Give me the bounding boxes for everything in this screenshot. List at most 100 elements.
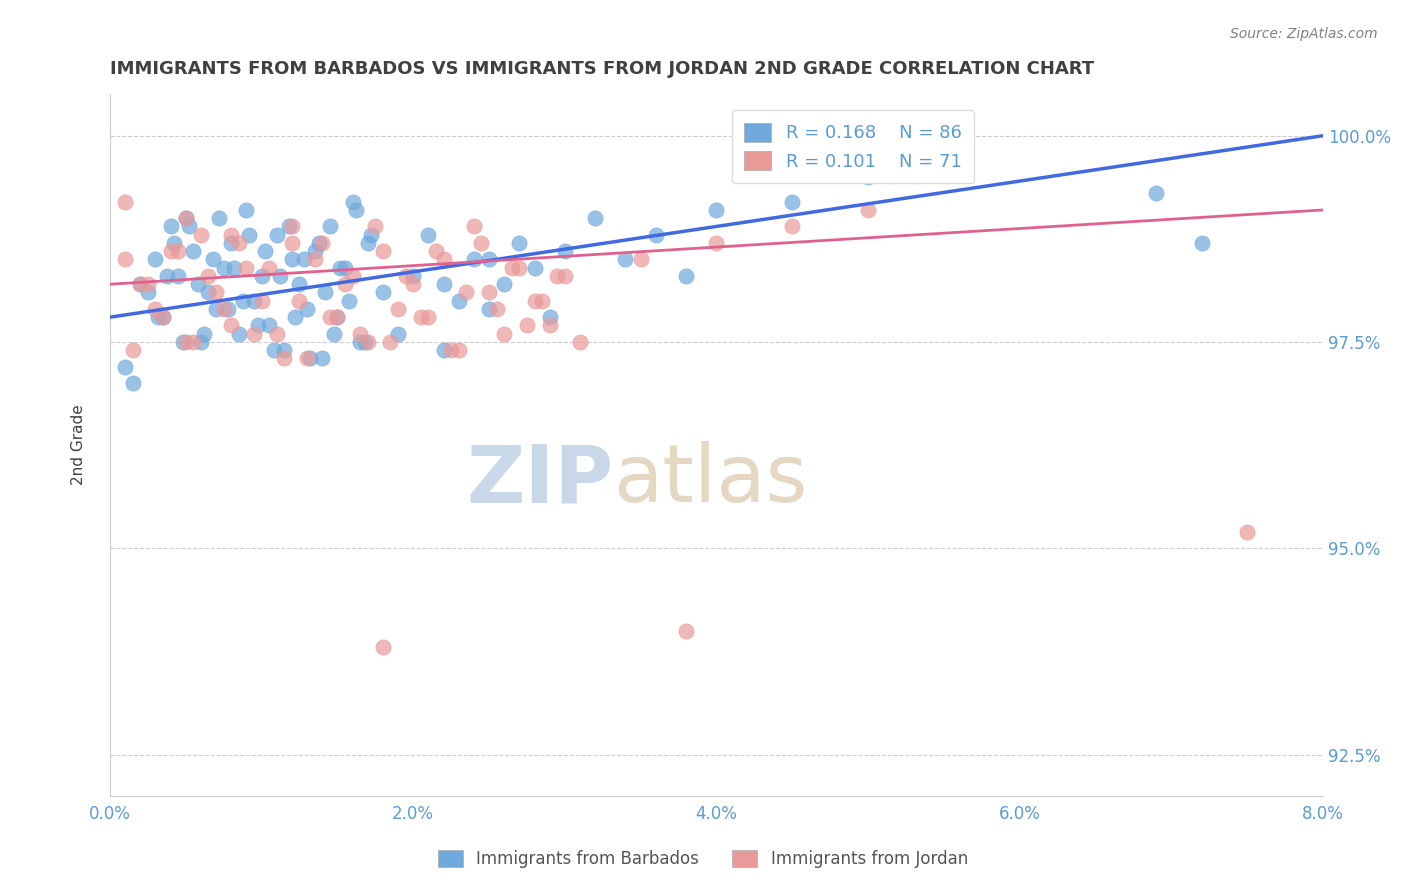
Point — [143, 252, 166, 267]
Point — [349, 334, 371, 349]
Point — [257, 260, 280, 275]
Point — [311, 351, 333, 366]
Point — [418, 310, 440, 325]
Point — [263, 343, 285, 358]
Point — [304, 252, 326, 267]
Point — [329, 260, 352, 275]
Legend: Immigrants from Barbados, Immigrants from Jordan: Immigrants from Barbados, Immigrants fro… — [432, 843, 974, 875]
Point — [554, 244, 576, 259]
Point — [440, 343, 463, 358]
Point — [470, 235, 492, 250]
Point — [357, 334, 380, 349]
Point — [190, 334, 212, 349]
Point — [353, 334, 375, 349]
Point — [136, 285, 159, 300]
Point — [531, 293, 554, 308]
Point — [304, 244, 326, 259]
Point — [152, 310, 174, 325]
Point — [478, 252, 501, 267]
Point — [538, 310, 561, 325]
Point — [181, 334, 204, 349]
Point — [508, 260, 530, 275]
Point — [342, 268, 364, 283]
Point — [219, 235, 242, 250]
Text: IMMIGRANTS FROM BARBADOS VS IMMIGRANTS FROM JORDAN 2ND GRADE CORRELATION CHART: IMMIGRANTS FROM BARBADOS VS IMMIGRANTS F… — [110, 60, 1094, 78]
Point — [292, 252, 315, 267]
Point — [538, 318, 561, 333]
Point — [228, 326, 250, 341]
Point — [546, 268, 568, 283]
Point — [344, 202, 367, 217]
Point — [295, 351, 318, 366]
Point — [266, 227, 288, 242]
Point — [129, 277, 152, 292]
Point — [288, 277, 311, 292]
Point — [167, 268, 190, 283]
Point — [319, 310, 342, 325]
Point — [478, 285, 501, 300]
Point — [281, 252, 304, 267]
Point — [675, 624, 697, 638]
Point — [121, 343, 143, 358]
Point — [360, 227, 382, 242]
Point — [463, 252, 485, 267]
Point — [339, 293, 361, 308]
Point — [193, 326, 215, 341]
Point — [174, 334, 197, 349]
Point — [782, 194, 804, 209]
Point — [342, 194, 364, 209]
Point — [152, 310, 174, 325]
Point — [281, 219, 304, 234]
Point — [508, 235, 530, 250]
Point — [114, 194, 136, 209]
Point — [159, 244, 181, 259]
Point — [243, 326, 266, 341]
Y-axis label: 2nd Grade: 2nd Grade — [72, 405, 86, 485]
Point — [162, 235, 184, 250]
Point — [364, 219, 387, 234]
Point — [174, 211, 197, 226]
Point — [187, 277, 209, 292]
Point — [447, 343, 470, 358]
Point — [181, 244, 204, 259]
Point — [319, 219, 342, 234]
Point — [136, 277, 159, 292]
Point — [494, 326, 516, 341]
Point — [333, 260, 356, 275]
Point — [167, 244, 190, 259]
Point — [121, 376, 143, 391]
Point — [247, 318, 270, 333]
Point — [219, 318, 242, 333]
Point — [425, 244, 447, 259]
Point — [402, 268, 425, 283]
Point — [174, 211, 197, 226]
Point — [371, 285, 394, 300]
Point — [323, 326, 346, 341]
Point — [156, 268, 179, 283]
Point — [253, 244, 276, 259]
Point — [357, 235, 380, 250]
Point — [418, 227, 440, 242]
Point — [432, 252, 454, 267]
Point — [614, 252, 637, 267]
Point — [675, 268, 697, 283]
Point — [644, 227, 666, 242]
Point — [129, 277, 152, 292]
Point — [219, 227, 242, 242]
Point — [311, 235, 333, 250]
Point — [326, 310, 349, 325]
Point — [238, 227, 260, 242]
Point — [281, 235, 304, 250]
Point — [523, 293, 546, 308]
Point — [1144, 186, 1167, 201]
Point — [159, 219, 181, 234]
Point — [205, 301, 228, 316]
Point — [478, 301, 501, 316]
Point — [172, 334, 194, 349]
Point — [856, 169, 879, 184]
Point — [380, 334, 402, 349]
Point — [569, 334, 592, 349]
Point — [349, 326, 371, 341]
Point — [235, 260, 257, 275]
Point — [205, 285, 228, 300]
